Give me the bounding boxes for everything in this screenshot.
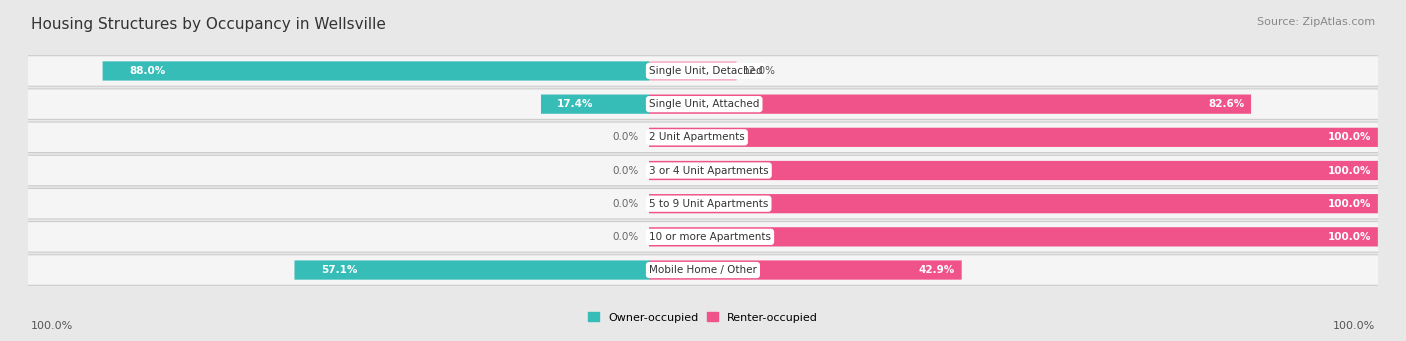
FancyBboxPatch shape: [27, 255, 1379, 285]
FancyBboxPatch shape: [650, 261, 962, 280]
Text: 2 Unit Apartments: 2 Unit Apartments: [650, 132, 745, 142]
FancyBboxPatch shape: [27, 122, 1379, 152]
Text: 100.0%: 100.0%: [1327, 232, 1371, 242]
FancyBboxPatch shape: [650, 194, 1378, 213]
Text: 57.1%: 57.1%: [322, 265, 359, 275]
FancyBboxPatch shape: [103, 61, 650, 80]
Text: 100.0%: 100.0%: [1333, 321, 1375, 331]
Text: 82.6%: 82.6%: [1208, 99, 1244, 109]
Text: 12.0%: 12.0%: [744, 66, 776, 76]
Text: 88.0%: 88.0%: [129, 66, 166, 76]
FancyBboxPatch shape: [294, 261, 650, 280]
Text: 100.0%: 100.0%: [1327, 132, 1371, 142]
Text: Mobile Home / Other: Mobile Home / Other: [650, 265, 756, 275]
Text: 42.9%: 42.9%: [918, 265, 955, 275]
FancyBboxPatch shape: [27, 189, 1379, 219]
Text: 17.4%: 17.4%: [557, 99, 593, 109]
FancyBboxPatch shape: [541, 94, 650, 114]
FancyBboxPatch shape: [27, 155, 1379, 186]
FancyBboxPatch shape: [650, 161, 1378, 180]
FancyBboxPatch shape: [650, 128, 1378, 147]
Text: 100.0%: 100.0%: [31, 321, 73, 331]
Text: Single Unit, Attached: Single Unit, Attached: [650, 99, 759, 109]
Text: 100.0%: 100.0%: [1327, 165, 1371, 176]
Text: 5 to 9 Unit Apartments: 5 to 9 Unit Apartments: [650, 199, 769, 209]
Text: 0.0%: 0.0%: [612, 165, 638, 176]
FancyBboxPatch shape: [650, 94, 1251, 114]
Text: 0.0%: 0.0%: [612, 132, 638, 142]
FancyBboxPatch shape: [650, 61, 737, 80]
Text: 3 or 4 Unit Apartments: 3 or 4 Unit Apartments: [650, 165, 769, 176]
Text: Housing Structures by Occupancy in Wellsville: Housing Structures by Occupancy in Wells…: [31, 17, 385, 32]
Legend: Owner-occupied, Renter-occupied: Owner-occupied, Renter-occupied: [583, 308, 823, 327]
FancyBboxPatch shape: [27, 56, 1379, 86]
Text: Source: ZipAtlas.com: Source: ZipAtlas.com: [1257, 17, 1375, 27]
FancyBboxPatch shape: [27, 222, 1379, 252]
FancyBboxPatch shape: [27, 89, 1379, 119]
Text: 0.0%: 0.0%: [612, 199, 638, 209]
Text: 10 or more Apartments: 10 or more Apartments: [650, 232, 770, 242]
Text: 100.0%: 100.0%: [1327, 199, 1371, 209]
Text: Single Unit, Detached: Single Unit, Detached: [650, 66, 762, 76]
FancyBboxPatch shape: [650, 227, 1378, 247]
Text: 0.0%: 0.0%: [612, 232, 638, 242]
